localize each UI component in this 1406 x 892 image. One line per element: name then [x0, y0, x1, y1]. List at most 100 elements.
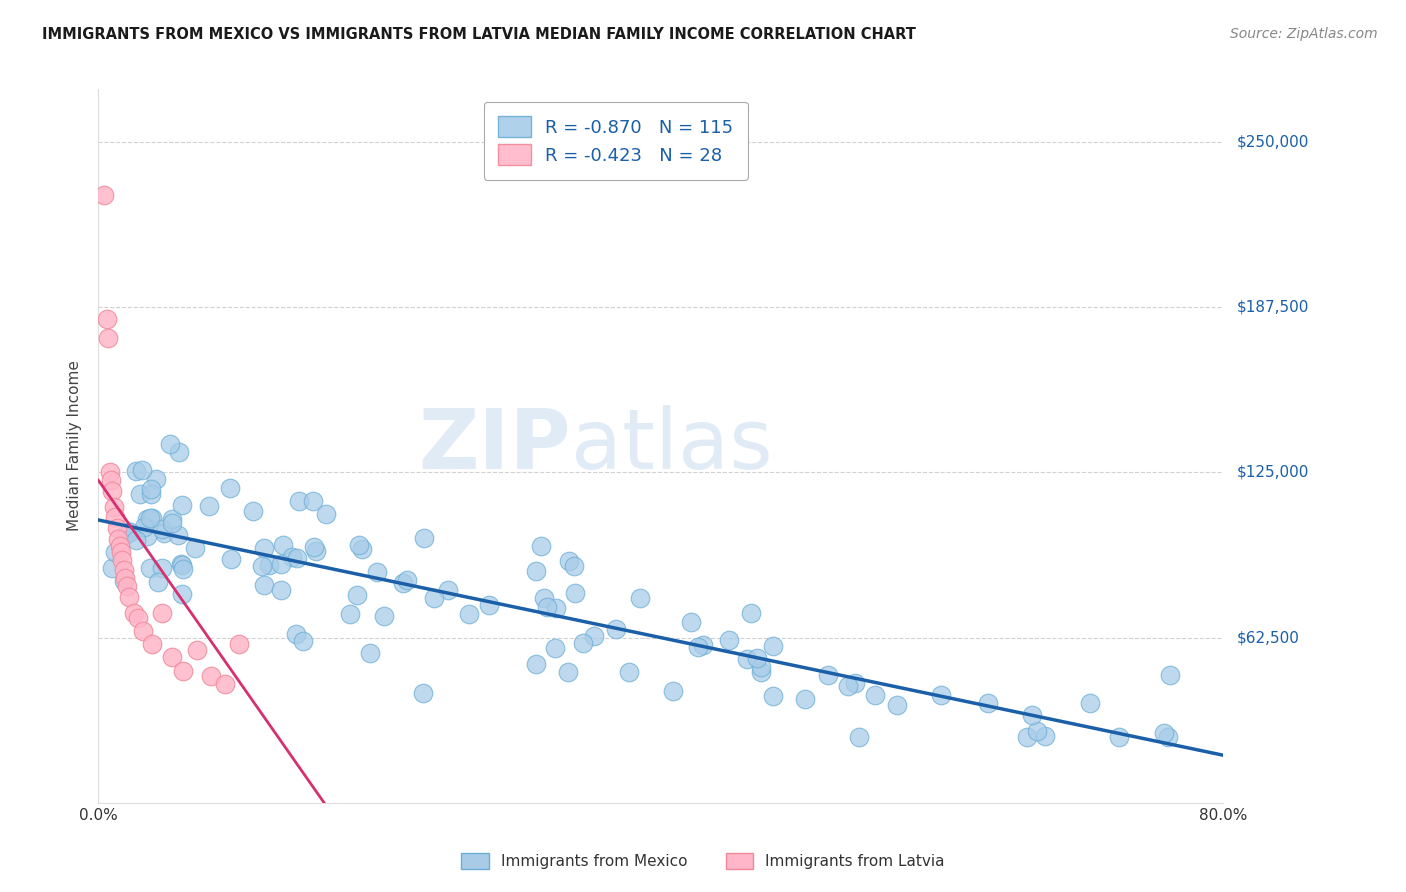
- Text: $62,500: $62,500: [1237, 630, 1301, 645]
- Point: [100, 560, 122, 574]
- Point: [98, 466, 121, 480]
- Point: [717, 632, 740, 647]
- Point: [347, 538, 370, 552]
- Point: [865, 688, 887, 702]
- Point: [125, 533, 148, 548]
- Point: [304, 540, 326, 554]
- Point: [628, 591, 651, 605]
- Point: [132, 624, 155, 638]
- Point: [141, 487, 163, 501]
- Point: [1021, 707, 1043, 722]
- Point: [112, 574, 135, 589]
- Point: [605, 623, 627, 637]
- Point: [170, 586, 193, 600]
- Text: atlas: atlas: [571, 406, 772, 486]
- Point: [107, 532, 129, 546]
- Point: [1157, 730, 1180, 744]
- Point: [305, 543, 328, 558]
- Point: [679, 615, 702, 630]
- Point: [253, 541, 276, 556]
- Point: [115, 579, 138, 593]
- Point: [366, 565, 388, 579]
- Point: [794, 692, 817, 706]
- Point: [132, 520, 155, 534]
- Point: [749, 665, 772, 679]
- Text: $250,000: $250,000: [1237, 135, 1309, 150]
- Point: [1015, 730, 1038, 744]
- Point: [184, 541, 207, 556]
- Text: ZIP: ZIP: [419, 406, 571, 486]
- Point: [572, 636, 595, 650]
- Point: [103, 500, 125, 514]
- Point: [172, 664, 194, 678]
- Point: [533, 591, 555, 606]
- Point: [114, 528, 136, 542]
- Point: [93, 188, 115, 202]
- Point: [662, 683, 685, 698]
- Point: [150, 522, 173, 536]
- Point: [412, 686, 434, 700]
- Point: [558, 554, 581, 568]
- Point: [122, 606, 145, 620]
- Point: [112, 563, 135, 577]
- Point: [536, 600, 558, 615]
- Point: [219, 481, 242, 495]
- Point: [529, 539, 551, 553]
- Point: [281, 549, 304, 564]
- Point: [141, 637, 163, 651]
- Point: [214, 677, 236, 691]
- Point: [1078, 696, 1101, 710]
- Point: [150, 561, 173, 575]
- Legend: Immigrants from Mexico, Immigrants from Latvia: Immigrants from Mexico, Immigrants from …: [456, 847, 950, 875]
- Point: [617, 665, 640, 679]
- Point: [170, 498, 193, 512]
- Point: [270, 557, 292, 571]
- Point: [104, 510, 127, 524]
- Point: [373, 608, 395, 623]
- Point: [139, 511, 162, 525]
- Point: [844, 676, 866, 690]
- Point: [250, 559, 273, 574]
- Point: [583, 629, 606, 643]
- Point: [686, 640, 709, 654]
- Text: $187,500: $187,500: [1237, 300, 1309, 315]
- Point: [817, 667, 839, 681]
- Point: [437, 582, 460, 597]
- Point: [127, 611, 149, 625]
- Point: [114, 571, 136, 585]
- Point: [359, 646, 381, 660]
- Point: [478, 598, 501, 612]
- Point: [692, 638, 714, 652]
- Point: [136, 528, 159, 542]
- Point: [1159, 668, 1181, 682]
- Point: [886, 698, 908, 713]
- Point: [166, 527, 188, 541]
- Point: [219, 552, 242, 566]
- Point: [159, 437, 181, 451]
- Point: [270, 582, 292, 597]
- Point: [118, 524, 141, 539]
- Point: [139, 561, 162, 575]
- Point: [544, 640, 567, 655]
- Point: [284, 627, 307, 641]
- Point: [1033, 729, 1056, 743]
- Point: [977, 696, 1000, 710]
- Point: [301, 493, 323, 508]
- Point: [350, 541, 373, 556]
- Point: [101, 483, 124, 498]
- Point: [564, 586, 586, 600]
- Point: [524, 657, 547, 672]
- Point: [124, 464, 146, 478]
- Point: [291, 634, 314, 648]
- Point: [1108, 730, 1130, 744]
- Text: Source: ZipAtlas.com: Source: ZipAtlas.com: [1230, 27, 1378, 41]
- Point: [141, 511, 163, 525]
- Point: [458, 607, 481, 621]
- Point: [146, 574, 169, 589]
- Point: [118, 590, 141, 604]
- Point: [105, 521, 128, 535]
- Point: [423, 591, 446, 605]
- Point: [110, 545, 132, 559]
- Point: [172, 558, 194, 572]
- Point: [186, 642, 208, 657]
